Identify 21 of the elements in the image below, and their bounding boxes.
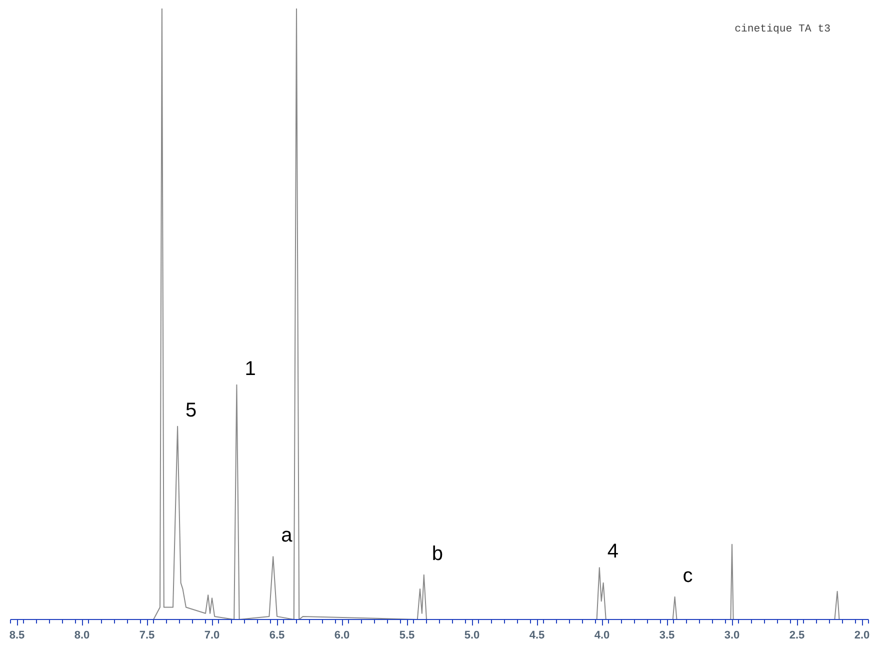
annotation: c [682, 564, 693, 587]
x-tick-label: 7.0 [204, 630, 220, 642]
annotation: 5 [186, 399, 197, 422]
annotation: 1 [244, 358, 256, 380]
annotation: cinetique TA t3 [734, 24, 830, 36]
annotation: a [281, 524, 294, 547]
x-tick-label: 5.5 [399, 630, 415, 642]
x-tick-label: 8.5 [9, 630, 25, 642]
x-tick-label: 8.0 [74, 630, 90, 642]
x-tick-label: 7.5 [139, 630, 155, 642]
x-tick-label: 4.0 [594, 630, 610, 642]
x-tick-label: 6.0 [334, 630, 350, 642]
x-tick-label: 2.0 [854, 630, 870, 642]
x-tick-label: 3.5 [659, 630, 675, 642]
x-tick-label: 3.0 [724, 630, 740, 642]
x-tick-label: 4.5 [529, 630, 545, 642]
x-tick-label: 2.5 [789, 630, 805, 642]
x-tick-label: 5.0 [464, 630, 480, 642]
x-tick-label: 6.5 [269, 630, 285, 642]
annotation: 4 [607, 540, 619, 563]
annotation: b [432, 542, 444, 565]
